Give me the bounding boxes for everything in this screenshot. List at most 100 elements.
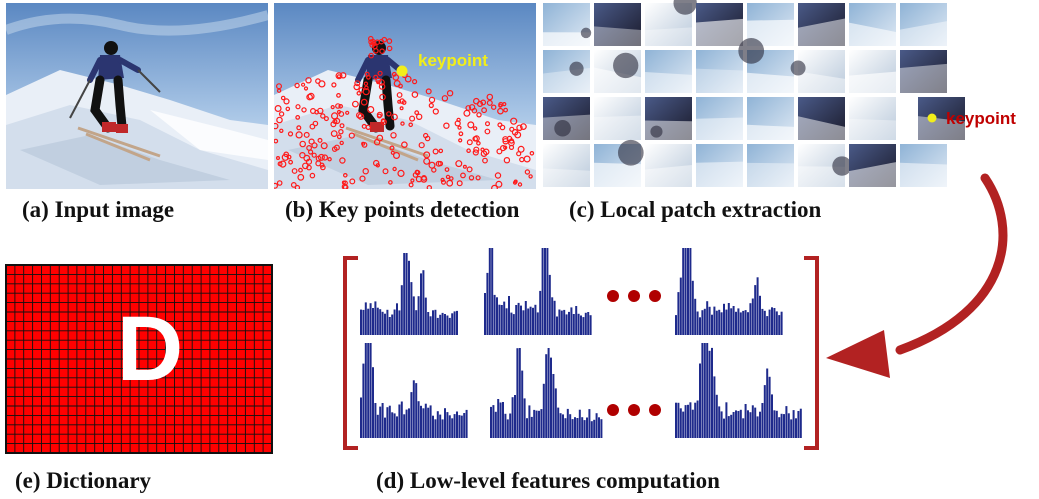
keypoint-marker [296,125,302,131]
keypoint-marker [287,131,294,137]
keypoint-marker [397,169,405,177]
keypoint-marker [482,157,488,164]
image-patch [645,97,692,140]
keypoint-marker [414,169,420,175]
keypoint-marker [462,164,467,169]
image-patch [594,50,641,93]
keypoint-marker [423,132,429,139]
keypoint-marker [336,134,342,140]
keypoint-marker [404,75,412,83]
keypoint-marker [401,141,408,149]
keypoint-marker [491,184,498,189]
keypoint-marker [392,166,397,172]
keypoint-marker [323,116,329,122]
keypoint-marker [441,95,449,102]
keypoint-marker [294,184,301,189]
keypoint-marker [484,128,491,135]
keypoint-marker [396,92,403,98]
keypoint-marker [361,123,367,129]
keypoint-marker [386,111,392,117]
keypoint-marker [317,153,325,161]
keypoint-marker [276,116,283,124]
keypoint-marker [393,152,401,160]
keypoint-marker [295,104,301,110]
keypoint-marker [409,115,416,122]
keypoint-marker [400,121,405,126]
histogram [360,253,458,335]
image-patch [645,50,692,93]
keypoint-marker [480,99,487,106]
keypoint-marker [376,111,383,118]
dictionary-matrix: D [5,264,273,454]
image-patch [918,97,965,140]
image-patch [696,144,743,187]
keypoint-marker [497,107,504,115]
keypoint-marker [274,182,278,189]
keypoint-marker [414,110,420,116]
keypoint-marker [338,104,344,109]
keypoint-marker [301,107,307,113]
keypoint-marker [362,88,370,96]
keypoint-marker [312,120,319,127]
keypoint-marker [327,156,332,162]
histogram [490,348,603,438]
keypoint-label-b: keypoint [418,51,488,70]
keypoint-marker [295,114,301,120]
keypoint-marker [480,147,485,152]
keypoint-marker [338,128,344,135]
keypoint-marker [494,172,502,179]
histogram [484,248,592,335]
keypoint-marker [378,38,385,45]
keypoint-marker [354,80,361,87]
keypoint-marker [368,52,375,59]
keypoint-marker [298,167,303,173]
keypoint-marker [418,142,425,149]
image-patch [696,50,743,93]
keypoint-marker [500,145,507,152]
keypoint-marker [317,107,324,115]
keypoint-marker [370,40,377,47]
keypoint-marker [475,175,481,181]
keypoint-marker [281,153,289,161]
keypoint-marker [448,176,454,181]
image-patch [900,144,947,187]
keypoint-marker [460,172,466,179]
histogram-features [360,248,802,438]
keypoint-marker [431,167,437,173]
keypoint-marker [301,82,306,87]
keypoint-marker [455,160,463,168]
keypoint-marker [416,113,423,121]
keypoint-marker [408,122,414,128]
keypoint-marker [510,117,518,125]
keypoint-marker [467,121,475,129]
keypoint-marker [276,88,282,93]
keypoint-marker [280,95,286,101]
caption-dictionary: (e) Dictionary [15,468,152,493]
keypoint-marker [299,151,306,159]
keypoint-marker [472,126,478,131]
keypoint-marker [472,136,479,142]
keypoint-marker [499,124,506,131]
keypoint-marker [283,151,290,158]
input-image [6,3,268,189]
keypoint-marker [276,156,281,161]
image-patch [543,97,590,140]
keypoint-marker [524,169,531,175]
keypoint-marker [330,121,337,128]
keypoint-marker [339,157,346,164]
keypoint-marker [352,100,359,108]
keypoint-marker [399,106,404,111]
keypoint-marker [491,104,497,110]
keypoint-marker [432,108,439,115]
keypoint-marker [379,93,386,101]
keypoint-marker [311,142,318,149]
keypoint-marker [454,120,461,127]
keypoint-label-c: keypoint [946,109,1016,128]
caption-low-level-features: (d) Low-level features computation [376,468,720,493]
keypoint-marker [331,82,337,88]
keypoint-marker [502,138,509,145]
image-patch [594,97,641,140]
keypoint-marker [376,134,384,142]
keypoint-marker [458,138,463,143]
